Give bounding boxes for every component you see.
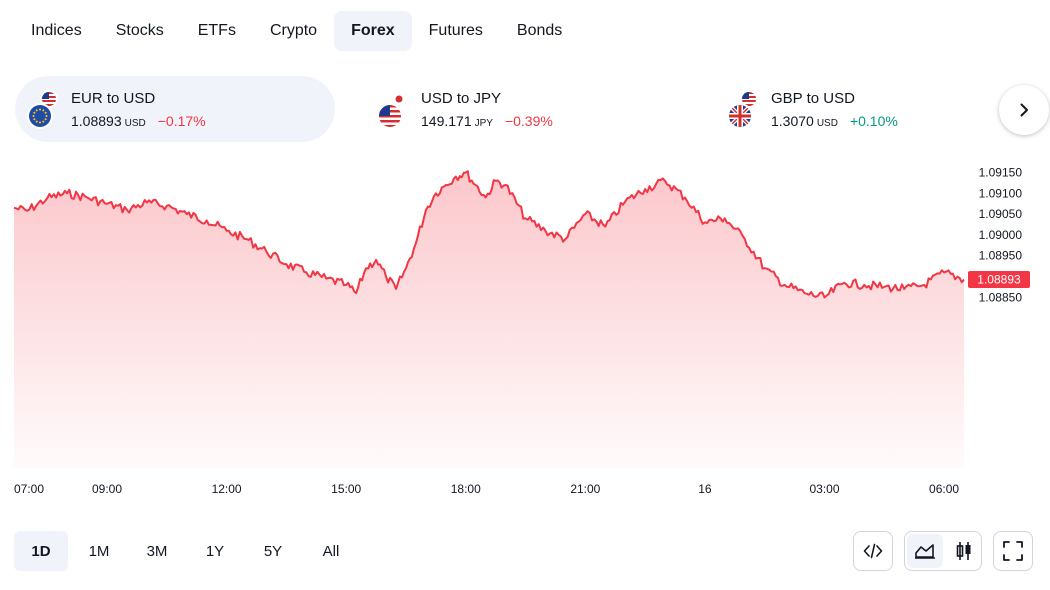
last-price-marker: 1.08893	[968, 270, 1030, 288]
tab-crypto[interactable]: Crypto	[269, 22, 318, 39]
tab-stocks[interactable]: Stocks	[115, 22, 164, 39]
area-chart-button[interactable]	[907, 534, 943, 568]
range-1y-button[interactable]: 1Y	[205, 542, 225, 560]
x-tick-label: 03:00	[809, 482, 839, 496]
x-tick-label: 09:00	[92, 482, 122, 496]
next-tickers-button[interactable]	[999, 85, 1049, 135]
y-tick-label: 1.09150	[979, 165, 1023, 179]
us-flag-icon	[377, 103, 403, 129]
y-tick-label: 1.08950	[979, 249, 1023, 263]
chart-style-group	[904, 531, 982, 571]
y-tick-label: 1.08850	[979, 290, 1023, 304]
candlestick-icon	[956, 542, 971, 560]
y-tick-label: 1.09050	[979, 207, 1023, 221]
ticker-price: 149.171	[421, 112, 472, 129]
range-5y-button[interactable]: 5Y	[263, 542, 283, 560]
range-3m-button[interactable]: 3M	[146, 542, 168, 560]
ticker-change: −0.39%	[504, 112, 553, 129]
x-tick-label: 16	[698, 482, 712, 496]
tab-futures[interactable]: Futures	[428, 22, 483, 39]
ticker-card-usdjpy[interactable]: USD to JPY 149.171 JPY −0.39%	[365, 76, 685, 142]
range-1m-button[interactable]: 1M	[88, 542, 110, 560]
ticker-currency: USD	[816, 117, 838, 129]
currency-pair-flags	[377, 90, 408, 129]
code-icon	[863, 543, 883, 559]
range-selector: 1D 1M 3M 1Y 5Y All	[14, 531, 362, 571]
chart-price-line	[13, 170, 965, 299]
ticker-name: EUR to USD	[71, 89, 156, 107]
x-tick-label: 07:00	[14, 482, 44, 496]
ticker-card-eurusd[interactable]: EUR to USD 1.08893 USD −0.17%	[15, 76, 335, 142]
last-price-label: 1.08893	[977, 272, 1021, 286]
tab-etfs[interactable]: ETFs	[197, 22, 236, 39]
ticker-currency: JPY	[474, 117, 493, 129]
fullscreen-group	[993, 531, 1033, 571]
ticker-carousel: EUR to USD 1.08893 USD −0.17% USD to JPY…	[15, 76, 1050, 142]
eu-flag-icon	[27, 103, 53, 129]
chevron-right-icon	[1020, 103, 1028, 117]
fullscreen-icon	[1003, 541, 1023, 561]
currency-pair-flags	[27, 90, 58, 129]
x-tick-label: 21:00	[570, 482, 600, 496]
ticker-card-gbpusd[interactable]: GBP to USD 1.3070 USD +0.10%	[715, 76, 995, 142]
x-tick-label: 15:00	[331, 482, 361, 496]
tab-indices[interactable]: Indices	[31, 22, 82, 39]
x-tick-label: 18:00	[451, 482, 481, 496]
range-1d-button[interactable]: 1D	[14, 531, 68, 571]
chart-area-fill	[14, 171, 964, 468]
embed-group	[853, 531, 893, 571]
area-chart-icon	[915, 544, 935, 559]
ticker-change: −0.17%	[157, 112, 206, 129]
ticker-name: USD to JPY	[421, 89, 502, 107]
x-tick-label: 12:00	[212, 482, 242, 496]
ticker-currency: USD	[124, 117, 146, 129]
tab-forex[interactable]: Forex	[334, 11, 412, 51]
ticker-change: +0.10%	[849, 112, 898, 129]
candlestick-chart-button[interactable]	[944, 531, 984, 571]
ticker-name: GBP to USD	[771, 89, 855, 107]
range-all-button[interactable]: All	[322, 542, 340, 560]
y-tick-label: 1.09100	[979, 186, 1023, 200]
y-tick-label: 1.09000	[979, 228, 1023, 242]
tab-bonds[interactable]: Bonds	[516, 22, 563, 39]
price-chart[interactable]: 1.091501.091001.090501.090001.089501.089…	[0, 160, 1050, 505]
currency-pair-flags	[727, 90, 758, 129]
embed-button[interactable]	[853, 531, 893, 571]
x-tick-label: 06:00	[929, 482, 959, 496]
fullscreen-button[interactable]	[993, 531, 1033, 571]
ticker-price: 1.08893	[71, 112, 122, 129]
ticker-price: 1.3070	[771, 112, 814, 129]
gb-flag-icon	[727, 103, 753, 129]
x-axis: 07:00 09:00 12:00 15:00 18:00 21:00 16 03:00 06:…	[14, 482, 959, 496]
market-tabs: Indices Stocks ETFs Crypto Forex Futures…	[14, 11, 579, 51]
